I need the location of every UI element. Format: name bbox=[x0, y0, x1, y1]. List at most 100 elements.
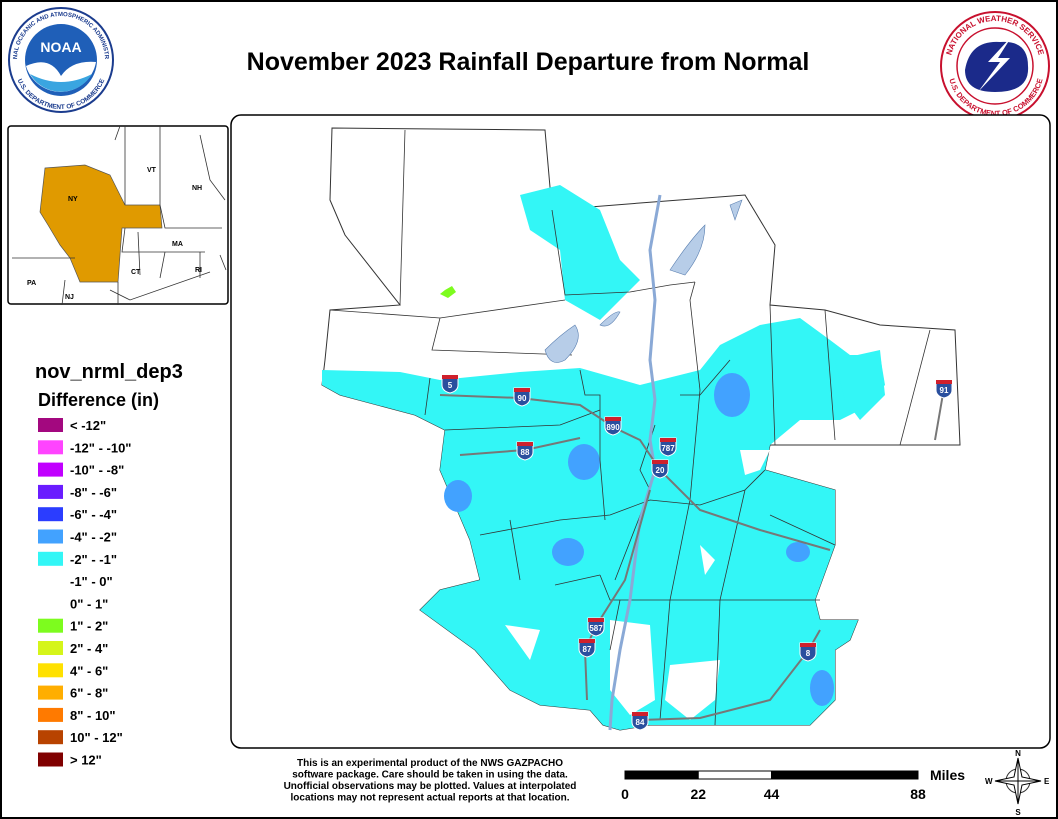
legend-swatch bbox=[38, 484, 63, 499]
wet-patch bbox=[568, 444, 600, 480]
scale-label: 88 bbox=[910, 786, 926, 802]
legend-swatch bbox=[38, 752, 63, 767]
legend-label: -1" - 0" bbox=[70, 574, 113, 589]
shield-number: 787 bbox=[661, 444, 675, 453]
lakes bbox=[544, 199, 743, 363]
shield bbox=[587, 617, 605, 637]
shield-top bbox=[579, 639, 595, 643]
legend-swatch bbox=[38, 507, 63, 522]
scale-segment bbox=[624, 770, 699, 780]
river bbox=[608, 194, 662, 731]
shield bbox=[516, 441, 534, 461]
disclaimer-line: This is an experimental product of the N… bbox=[297, 758, 563, 769]
legend-swatch bbox=[38, 730, 63, 745]
legend-subtitle: Difference (in) bbox=[38, 390, 159, 410]
shield bbox=[651, 459, 669, 479]
scale-bar: 0 22 44 88 bbox=[621, 770, 926, 802]
legend-label: 1" - 2" bbox=[70, 619, 108, 634]
shield-number: 20 bbox=[656, 466, 665, 475]
shield-top bbox=[605, 417, 621, 421]
shield-number: 84 bbox=[636, 718, 645, 727]
scale-label: 0 bbox=[621, 786, 629, 802]
legend-swatch bbox=[38, 529, 63, 544]
compass-axes bbox=[995, 758, 1041, 804]
legend-swatch bbox=[38, 462, 63, 477]
legend-items: < -12" -12" - -10" -10" - -8" -8" - -6" -6" … bbox=[38, 418, 131, 768]
inset-label: MA bbox=[172, 241, 183, 248]
inset-label: VT bbox=[147, 167, 157, 174]
shield-number: 5 bbox=[448, 381, 453, 390]
legend-swatch bbox=[38, 551, 63, 566]
legend-label: -12" - -10" bbox=[70, 440, 131, 455]
legend-label: -4" - -2" bbox=[70, 530, 117, 545]
rain-area bbox=[322, 318, 885, 730]
inset-label: RI bbox=[195, 267, 202, 274]
legend-swatch bbox=[38, 618, 63, 633]
inset-label: CT bbox=[131, 269, 141, 276]
dry-patch bbox=[505, 450, 770, 720]
legend-label: -8" - -6" bbox=[70, 485, 117, 500]
interstates: 5 90 890 88 787 20 87 587 84 8 91 bbox=[441, 374, 953, 731]
shield bbox=[935, 379, 953, 399]
shield-number: 90 bbox=[518, 394, 527, 403]
wet-patch bbox=[552, 538, 584, 566]
legend-label: > 12" bbox=[70, 753, 102, 768]
legend-swatch bbox=[38, 440, 63, 455]
nws-logo: NATIONAL WEATHER SERVICE U.S. DEPARTMENT… bbox=[940, 11, 1050, 121]
shield-top bbox=[652, 460, 668, 464]
legend-swatch bbox=[38, 663, 63, 678]
compass-n: N bbox=[1015, 749, 1021, 758]
rain-area bbox=[520, 185, 640, 320]
inset-map: NY VT NH MA CT RI PA NJ bbox=[7, 125, 229, 306]
scale-segment bbox=[771, 770, 919, 780]
shield-number: 87 bbox=[583, 645, 592, 654]
shield bbox=[513, 387, 531, 407]
inset-label: NY bbox=[68, 196, 78, 203]
shield-number: 91 bbox=[940, 386, 949, 395]
inset-coast bbox=[199, 134, 227, 271]
shield-top bbox=[632, 712, 648, 716]
inset-label: PA bbox=[27, 280, 36, 287]
legend-label: 0" - 1" bbox=[70, 596, 108, 611]
legend-swatch bbox=[38, 418, 63, 432]
shield-top bbox=[660, 438, 676, 442]
scale-label: 22 bbox=[690, 786, 706, 802]
shield bbox=[659, 437, 677, 457]
wet-patch bbox=[786, 542, 810, 562]
compass: N E S W bbox=[985, 749, 1050, 817]
shield bbox=[441, 374, 459, 394]
legend-label: -6" - -4" bbox=[70, 507, 117, 522]
legend-label: -10" - -8" bbox=[70, 463, 124, 478]
shield-top bbox=[800, 643, 816, 647]
legend-title: nov_nrml_dep3 bbox=[35, 361, 183, 383]
shield-number: 8 bbox=[806, 649, 811, 658]
shield-top bbox=[936, 380, 952, 384]
compass-w: W bbox=[985, 777, 993, 786]
inset-label: NH bbox=[192, 185, 202, 192]
wet-patch bbox=[444, 480, 472, 512]
scale-label: 44 bbox=[764, 786, 780, 802]
wet-patch bbox=[810, 670, 834, 706]
noaa-wave bbox=[30, 74, 92, 92]
scale-segment bbox=[697, 770, 772, 780]
noaa-name: NOAA bbox=[40, 39, 81, 55]
inset-label: NJ bbox=[65, 294, 74, 301]
rain-area bbox=[835, 350, 885, 420]
legend-swatch bbox=[38, 641, 63, 655]
legend-label: 6" - 8" bbox=[70, 686, 108, 701]
shield-top bbox=[588, 618, 604, 622]
wet-green bbox=[440, 286, 456, 298]
title: November 2023 Rainfall Departure from No… bbox=[247, 48, 810, 76]
inset-borders bbox=[12, 125, 222, 306]
wet-patch bbox=[714, 373, 750, 417]
shield-number: 587 bbox=[589, 624, 603, 633]
shield bbox=[604, 416, 622, 436]
shield-top bbox=[514, 388, 530, 392]
disclaimer: This is an experimental product of the N… bbox=[284, 758, 577, 804]
map: 5 90 890 88 787 20 87 587 84 8 91 bbox=[321, 127, 961, 731]
legend-swatch bbox=[38, 707, 63, 722]
legend-label: < -12" bbox=[70, 418, 106, 433]
legend-label: 2" - 4" bbox=[70, 641, 108, 656]
compass-s: S bbox=[1015, 808, 1021, 817]
shield-number: 890 bbox=[606, 423, 620, 432]
